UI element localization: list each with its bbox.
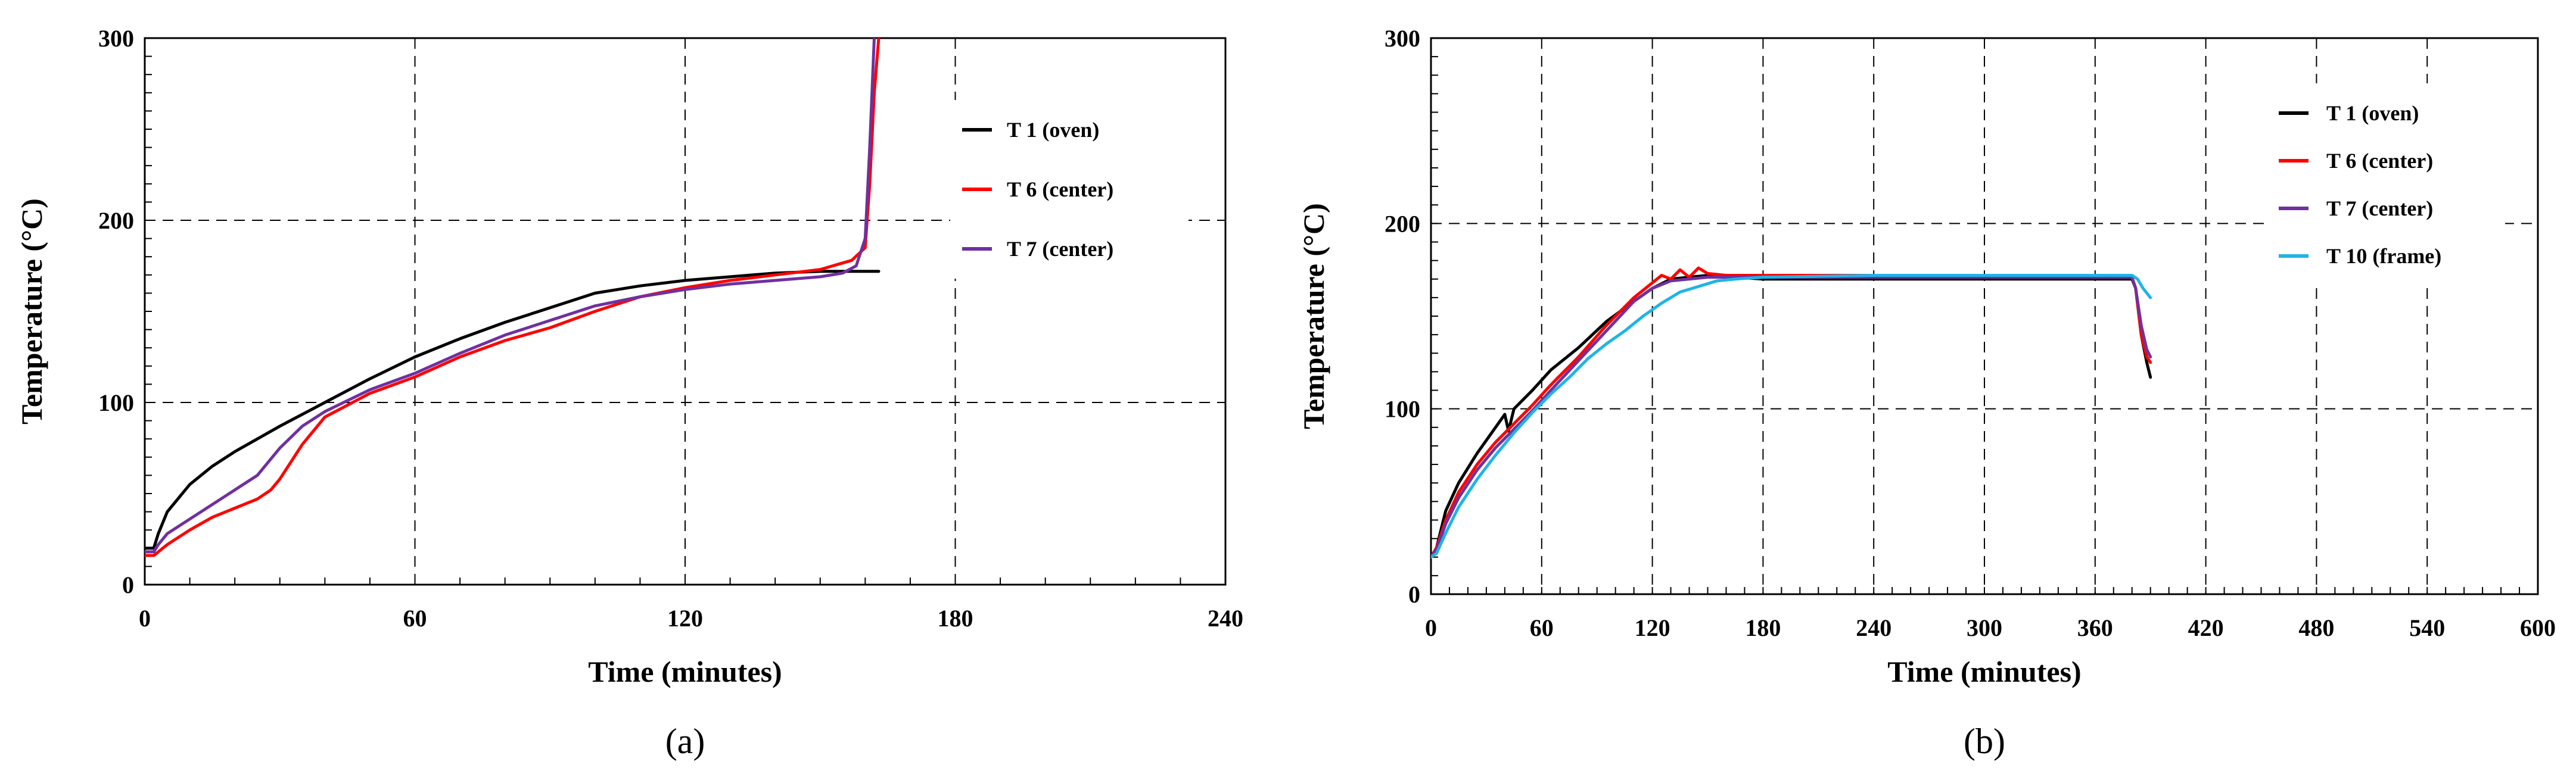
- series-line-t-1-oven: [1431, 274, 2152, 559]
- legend-label: T 1 (oven): [1007, 118, 1099, 142]
- series-line-t-10-frame: [1431, 274, 2152, 559]
- y-tick-label: 0: [1408, 581, 1420, 608]
- legend-label: T 7 (center): [2326, 196, 2433, 220]
- x-tick-label: 240: [1208, 605, 1243, 632]
- series-group: [145, 38, 881, 557]
- panel-label: (a): [665, 722, 705, 761]
- series-line-t-7-center: [1431, 276, 2152, 559]
- x-tick-label: 120: [667, 605, 703, 632]
- y-tick-label: 200: [1385, 210, 1420, 237]
- y-tick-label: 300: [1385, 25, 1420, 52]
- x-tick-label: 60: [1530, 614, 1554, 641]
- plot-area-frame: [1430, 37, 2539, 595]
- legend-label: T 10 (frame): [2326, 244, 2441, 268]
- legend-label: T 6 (center): [1007, 177, 1113, 201]
- series-line-t-7-center: [145, 38, 876, 554]
- x-tick-label: 60: [403, 605, 427, 632]
- x-tick-label: 420: [2188, 614, 2224, 641]
- y-tick-label: 100: [1385, 396, 1420, 423]
- x-tick-label: 120: [1635, 614, 1670, 641]
- legend-background: [2267, 83, 2505, 286]
- legend-label: T 7 (center): [1007, 237, 1113, 261]
- x-tick-label: 0: [139, 605, 151, 632]
- y-axis-label: Temperature (°C): [1297, 203, 1330, 429]
- x-tick-label: 540: [2409, 614, 2445, 641]
- x-tick-label: 480: [2298, 614, 2334, 641]
- x-tick-label: 360: [2077, 614, 2113, 641]
- plot-area-frame: [144, 37, 1227, 586]
- x-axis-label: Time (minutes): [588, 655, 782, 688]
- x-tick-label: 600: [2520, 614, 2556, 641]
- y-tick-label: 0: [122, 572, 134, 598]
- y-tick-label: 300: [98, 25, 134, 52]
- x-tick-label: 300: [1967, 614, 2002, 641]
- legend-label: T 1 (oven): [2326, 101, 2419, 125]
- series-line-t-6-center: [145, 38, 881, 557]
- series-line-t-6-center: [1431, 266, 2152, 559]
- x-tick-label: 240: [1856, 614, 1891, 641]
- y-axis-label: Temperature (°C): [15, 198, 48, 424]
- series-line-t-1-oven: [145, 270, 881, 550]
- y-tick-label: 200: [98, 207, 134, 234]
- y-tick-label: 100: [98, 389, 134, 416]
- panel-label: (b): [1964, 722, 2005, 761]
- chart-panel-a: 0 60 120 180 240 0 100 200 300 Time (minutes) Temp…: [15, 25, 1243, 761]
- x-tick-label: 180: [938, 605, 973, 632]
- chart-panel-b: 0 60 120 180 240 300 360 420 480 540 600 0 100 200 300…: [1297, 25, 2556, 761]
- series-group: [1431, 266, 2152, 559]
- x-tick-label: 0: [1425, 614, 1437, 641]
- x-axis-label: Time (minutes): [1887, 655, 2081, 688]
- x-tick-label: 180: [1745, 614, 1781, 641]
- legend-label: T 6 (center): [2326, 149, 2433, 173]
